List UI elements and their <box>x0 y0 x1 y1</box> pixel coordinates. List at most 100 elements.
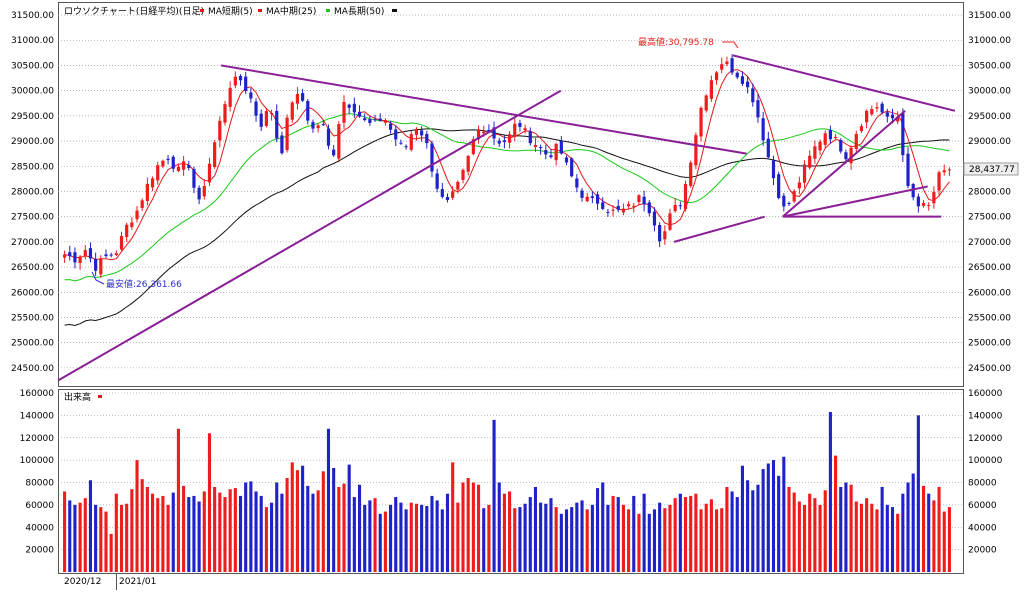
candle-body <box>357 111 362 117</box>
candle-body <box>590 196 594 198</box>
candle-body <box>269 113 274 115</box>
candle-body <box>62 254 67 258</box>
volume-bar <box>678 493 682 572</box>
price-tick-left: 27500.00 <box>11 213 54 223</box>
volume-bar <box>694 493 698 572</box>
volume-bar <box>130 489 134 572</box>
candle-body <box>119 235 124 250</box>
volume-bar <box>782 456 786 572</box>
volume-bar <box>156 498 160 572</box>
volume-bar <box>182 485 186 572</box>
volume-bar <box>740 465 744 572</box>
low-leader <box>91 271 105 285</box>
candle-body <box>833 136 838 138</box>
volume-bar <box>145 486 149 572</box>
candle <box>704 94 708 113</box>
candle <box>678 201 682 210</box>
candle-body <box>632 205 636 207</box>
candle-body <box>927 204 931 206</box>
candle <box>735 71 739 80</box>
candle-body <box>637 195 641 203</box>
volume-bar <box>140 479 144 572</box>
candle-body <box>808 155 812 168</box>
volume-bar <box>259 495 263 572</box>
candle-body <box>94 258 98 271</box>
candle-body <box>823 133 827 145</box>
ma50-line <box>64 128 950 327</box>
candle <box>202 179 206 200</box>
volume-bar <box>673 498 677 572</box>
candle-body <box>181 161 186 170</box>
candle <box>647 200 651 217</box>
high-annotation: 最高値:30,795.78 <box>638 36 739 49</box>
trend-line <box>782 185 928 218</box>
date-axis: 2020/12 2021/01 <box>64 574 156 590</box>
candle <box>363 113 367 122</box>
volume-bar <box>476 484 481 572</box>
candle-body <box>570 158 574 177</box>
candle <box>880 101 884 115</box>
candle-body <box>849 147 853 164</box>
candle <box>595 191 600 211</box>
candle-body <box>145 183 149 201</box>
price-tick-right: 31500.00 <box>968 11 1011 21</box>
volume-bar <box>306 485 310 572</box>
candle-body <box>585 196 589 202</box>
price-tick-right: 27500.00 <box>968 213 1011 223</box>
candle <box>751 83 755 107</box>
volume-bar <box>357 484 362 572</box>
volume-bar <box>73 504 77 572</box>
volume-bar <box>285 478 289 572</box>
candle <box>109 252 113 258</box>
trend-line <box>57 89 562 382</box>
candle <box>554 142 558 166</box>
candle-body <box>166 158 170 160</box>
candle <box>451 186 455 201</box>
candle <box>492 121 496 146</box>
candle <box>854 130 858 154</box>
volume-bar <box>197 501 201 572</box>
candle-body <box>601 202 605 209</box>
candle-body <box>606 211 610 213</box>
candle <box>689 160 693 188</box>
candle <box>694 132 698 170</box>
candle <box>161 159 165 168</box>
candle <box>621 203 626 216</box>
candle <box>140 198 144 212</box>
candle-body <box>740 76 745 84</box>
candle-body <box>99 258 103 275</box>
candle <box>218 116 222 148</box>
candle <box>440 182 444 199</box>
candle <box>249 88 253 103</box>
candle-body <box>150 178 155 188</box>
volume-bar <box>135 460 139 572</box>
candle <box>388 121 393 134</box>
candle <box>435 168 439 193</box>
volume-bar <box>663 508 667 572</box>
candle <box>652 207 657 232</box>
candle-body <box>725 61 729 65</box>
price-tick-left: 29000.00 <box>11 137 54 147</box>
volume-bar <box>114 493 118 572</box>
volume-bar <box>409 502 413 572</box>
candle <box>414 127 419 141</box>
price-axis-left: 31500.00 31000.00 30500.00 30000.00 29500.00… <box>11 11 54 374</box>
candle <box>761 111 765 146</box>
volume-bar <box>451 462 455 572</box>
price-tick-left: 26000.00 <box>11 288 54 298</box>
candle-body <box>187 165 191 168</box>
candle-body <box>626 204 631 207</box>
last-price-box <box>963 162 1019 176</box>
volume-bar <box>264 507 268 572</box>
candle-body <box>689 162 693 186</box>
candle-body <box>502 140 507 143</box>
volume-bar <box>528 497 532 572</box>
high-label: 最高値:30,795.78 <box>638 36 714 48</box>
volume-legend: 出来高 <box>64 391 102 403</box>
candle-body <box>513 123 517 137</box>
volume-bar <box>890 507 895 572</box>
candle-body <box>787 203 791 205</box>
volume-bar <box>233 488 237 572</box>
candle-body <box>487 129 491 132</box>
candle-body <box>554 143 558 161</box>
